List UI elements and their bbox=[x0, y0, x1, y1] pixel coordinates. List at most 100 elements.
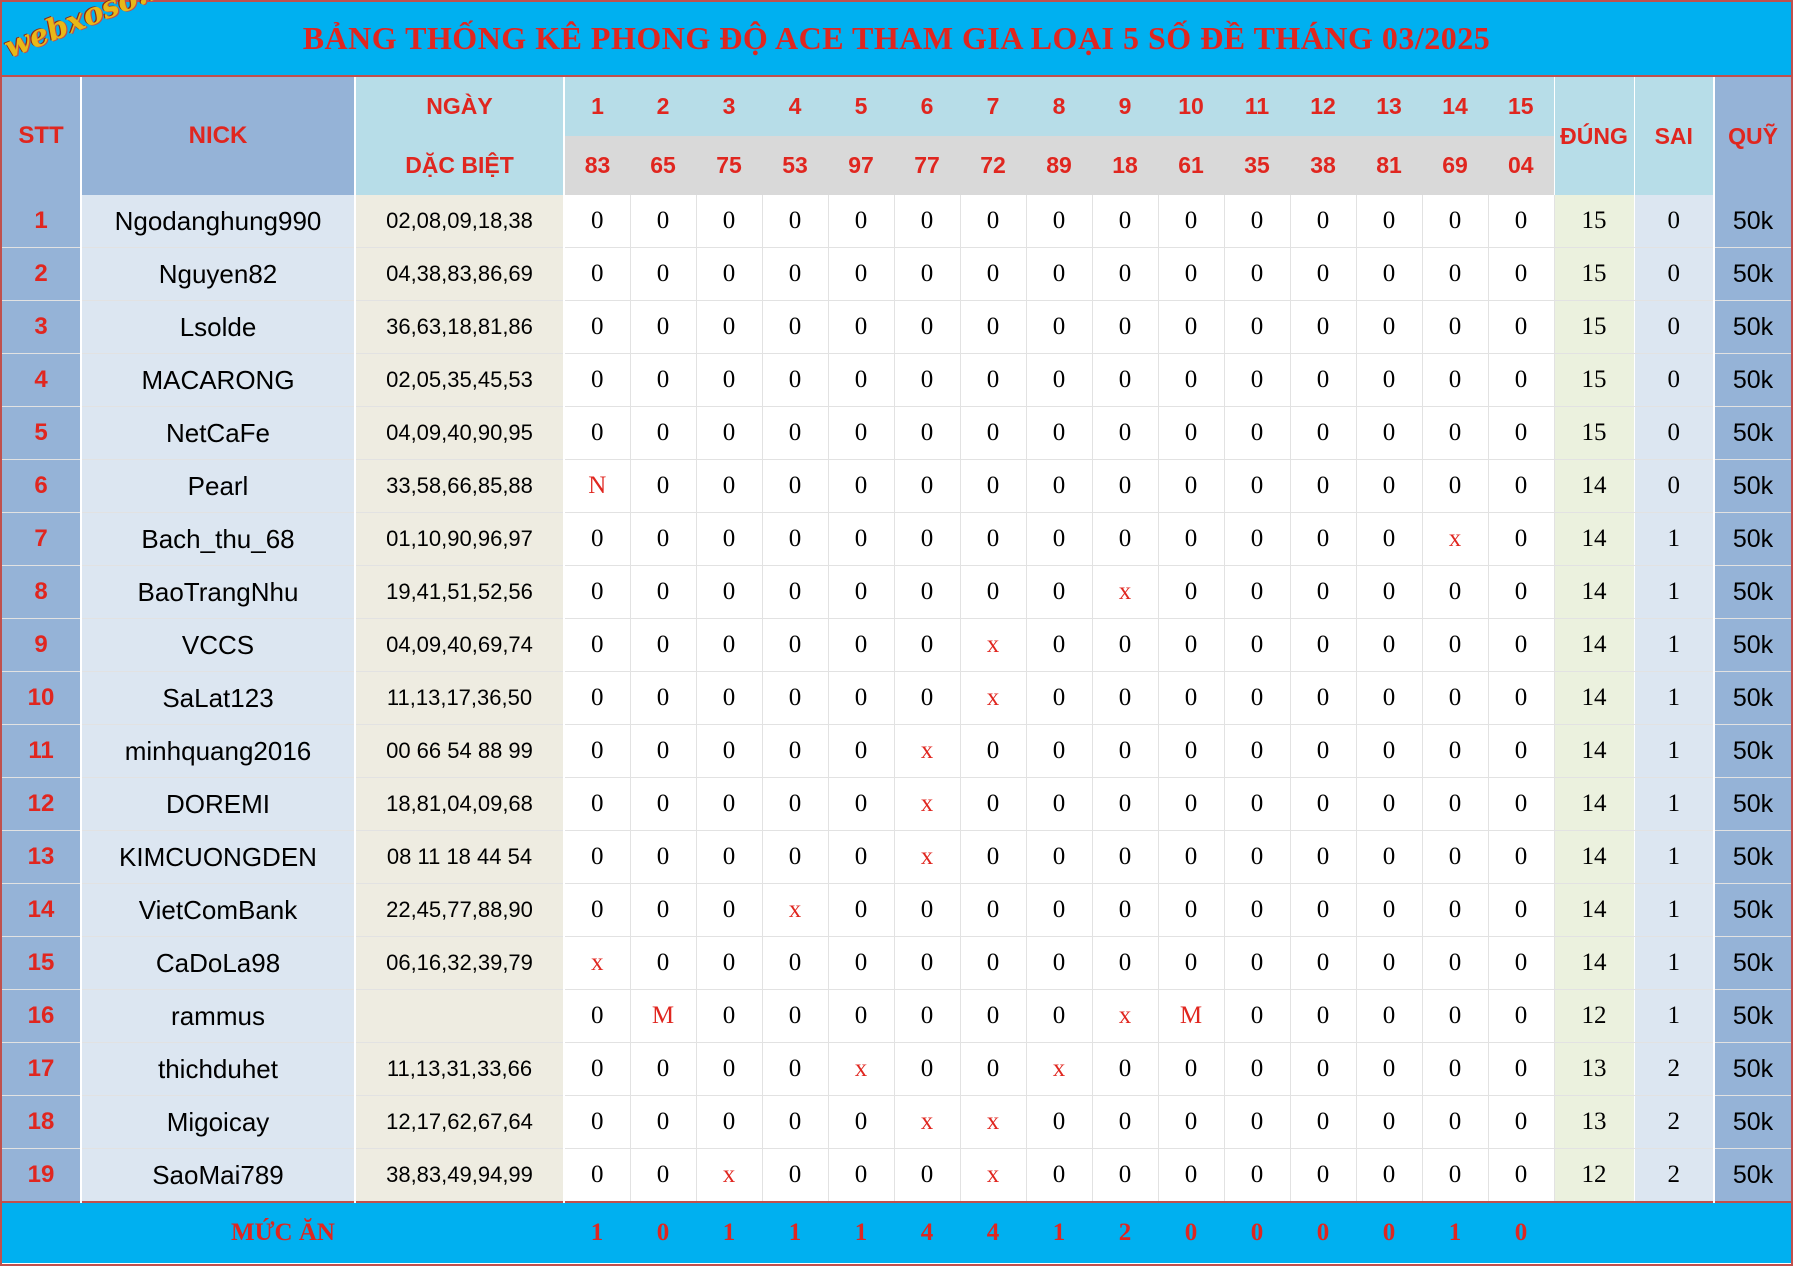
row-quy: 50k bbox=[1713, 512, 1791, 566]
row-stt: 5 bbox=[2, 406, 82, 460]
row-numbers: 36,63,18,81,86 bbox=[355, 300, 565, 354]
day-result: 0 bbox=[1356, 883, 1423, 937]
day-result: 0 bbox=[894, 1042, 961, 1096]
row-stt: 12 bbox=[2, 777, 82, 831]
day-result: x bbox=[762, 883, 829, 937]
day-result: 0 bbox=[1026, 830, 1093, 884]
row-quy: 50k bbox=[1713, 883, 1791, 937]
row-numbers: 02,08,09,18,38 bbox=[355, 195, 565, 248]
stats-table: STT NICK NGÀY 1 2 3 4 5 6 7 8 9 10 11 12… bbox=[2, 77, 1791, 1263]
day-result: 0 bbox=[630, 353, 697, 407]
day-result: 0 bbox=[1290, 1095, 1357, 1149]
row-sai: 1 bbox=[1633, 883, 1714, 937]
day-result: x bbox=[894, 724, 961, 778]
day-result: 0 bbox=[1422, 300, 1489, 354]
row-sai: 2 bbox=[1633, 1148, 1714, 1203]
day-result: 0 bbox=[1422, 1148, 1489, 1203]
day-result: x bbox=[960, 618, 1027, 672]
day-result: 0 bbox=[696, 459, 763, 513]
day-result: 0 bbox=[1290, 195, 1357, 248]
day-result: 0 bbox=[1158, 724, 1225, 778]
row-quy: 50k bbox=[1713, 195, 1791, 248]
row-nick: CaDoLa98 bbox=[81, 936, 356, 990]
row-stt: 7 bbox=[2, 512, 82, 566]
day-result: 0 bbox=[1290, 406, 1357, 460]
row-stt: 1 bbox=[2, 195, 82, 248]
day-result: 0 bbox=[762, 247, 829, 301]
row-numbers: 19,41,51,52,56 bbox=[355, 565, 565, 619]
day-result: 0 bbox=[1422, 671, 1489, 725]
row-dung: 13 bbox=[1553, 1042, 1634, 1096]
day-result: 0 bbox=[960, 777, 1027, 831]
day-result: 0 bbox=[1026, 1095, 1093, 1149]
header-day: 9 bbox=[1092, 77, 1158, 136]
day-result: 0 bbox=[564, 300, 631, 354]
day-result: 0 bbox=[1290, 1148, 1357, 1203]
day-result: 0 bbox=[828, 830, 895, 884]
day-result: 0 bbox=[1224, 618, 1291, 672]
row-dung: 15 bbox=[1553, 353, 1634, 407]
row-sai: 1 bbox=[1633, 989, 1714, 1043]
day-result: 0 bbox=[762, 1148, 829, 1203]
day-result: 0 bbox=[1488, 353, 1555, 407]
day-result: 0 bbox=[828, 671, 895, 725]
day-result: 0 bbox=[1026, 195, 1093, 248]
day-result: 0 bbox=[1026, 989, 1093, 1043]
day-result: 0 bbox=[894, 671, 961, 725]
day-result: 0 bbox=[1356, 1042, 1423, 1096]
row-quy: 50k bbox=[1713, 671, 1791, 725]
day-result: 0 bbox=[1356, 724, 1423, 778]
row-dung: 14 bbox=[1553, 936, 1634, 990]
day-result: 0 bbox=[1488, 989, 1555, 1043]
header-day: 1 bbox=[564, 77, 630, 136]
row-nick: rammus bbox=[81, 989, 356, 1043]
day-result: 0 bbox=[762, 406, 829, 460]
day-result: 0 bbox=[1026, 724, 1093, 778]
day-result: 0 bbox=[1158, 247, 1225, 301]
day-result: x bbox=[1092, 565, 1159, 619]
row-numbers: 08 11 18 44 54 bbox=[355, 830, 565, 884]
day-result: 0 bbox=[1356, 936, 1423, 990]
winning-number: 04 bbox=[1488, 136, 1554, 195]
day-result: 0 bbox=[564, 1042, 631, 1096]
day-result: 0 bbox=[960, 565, 1027, 619]
day-result: N bbox=[564, 459, 631, 513]
winning-number: 89 bbox=[1026, 136, 1092, 195]
day-result: 0 bbox=[630, 300, 697, 354]
day-result: 0 bbox=[1422, 406, 1489, 460]
footer-value: 4 bbox=[960, 1201, 1026, 1263]
day-result: 0 bbox=[696, 724, 763, 778]
day-result: 0 bbox=[1224, 195, 1291, 248]
day-result: 0 bbox=[1422, 830, 1489, 884]
row-sai: 1 bbox=[1633, 777, 1714, 831]
day-result: 0 bbox=[1158, 618, 1225, 672]
day-result: 0 bbox=[762, 565, 829, 619]
day-result: 0 bbox=[1290, 300, 1357, 354]
day-result: 0 bbox=[1422, 565, 1489, 619]
day-result: 0 bbox=[564, 618, 631, 672]
day-result: 0 bbox=[762, 1095, 829, 1149]
row-nick: minhquang2016 bbox=[81, 724, 356, 778]
day-result: 0 bbox=[1422, 618, 1489, 672]
row-numbers: 04,38,83,86,69 bbox=[355, 247, 565, 301]
day-result: 0 bbox=[1356, 195, 1423, 248]
day-result: 0 bbox=[564, 671, 631, 725]
day-result: 0 bbox=[1158, 300, 1225, 354]
row-nick: VCCS bbox=[81, 618, 356, 672]
day-result: 0 bbox=[1488, 883, 1555, 937]
table-row: 16 rammus 0 M 0 0 0 0 0 0 x M 0 0 0 0 0 12 1 50k bbox=[2, 989, 1791, 1043]
row-numbers: 01,10,90,96,97 bbox=[355, 512, 565, 566]
day-result: 0 bbox=[1290, 989, 1357, 1043]
row-dung: 14 bbox=[1553, 512, 1634, 566]
day-result: 0 bbox=[630, 247, 697, 301]
footer-value: 1 bbox=[828, 1201, 894, 1263]
row-quy: 50k bbox=[1713, 300, 1791, 354]
day-result: 0 bbox=[696, 353, 763, 407]
day-result: 0 bbox=[960, 883, 1027, 937]
day-result: 0 bbox=[762, 512, 829, 566]
header-row-days: STT NICK NGÀY 1 2 3 4 5 6 7 8 9 10 11 12… bbox=[2, 77, 1791, 195]
day-result: 0 bbox=[696, 671, 763, 725]
header-day: 4 bbox=[762, 77, 828, 136]
day-result: 0 bbox=[630, 777, 697, 831]
